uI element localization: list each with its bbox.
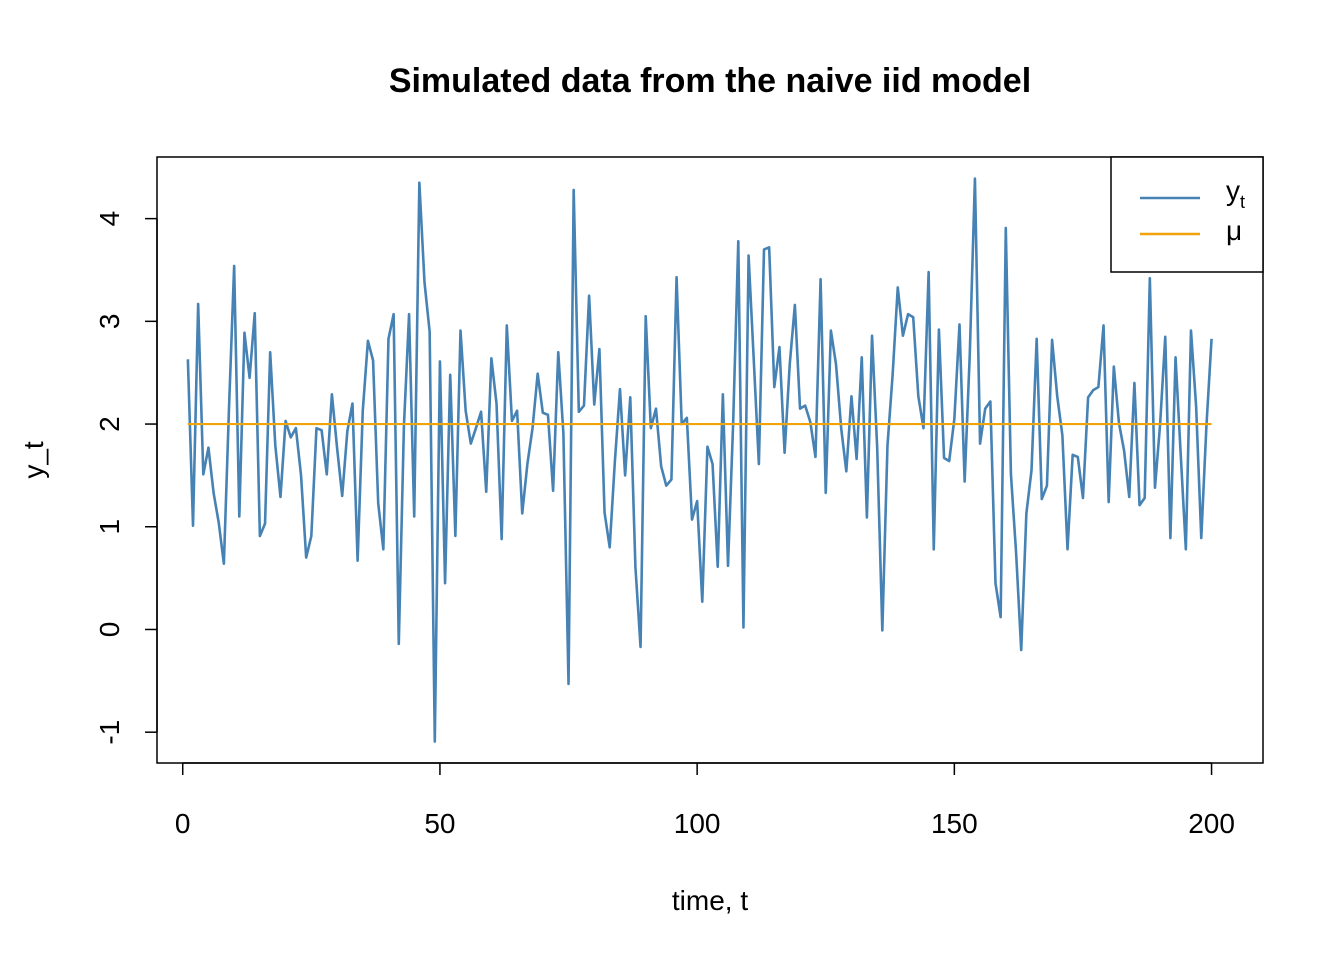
plot-lines (186, 177, 1213, 743)
y-tick-label: 0 (94, 622, 125, 638)
legend: yt μ (1110, 156, 1264, 273)
y-axis: -1 0 1 2 3 4 (94, 211, 158, 745)
legend-label-mu: μ (1226, 215, 1242, 246)
x-tick-label: 150 (931, 808, 978, 839)
y-tick-label: 3 (94, 314, 125, 330)
y-tick-label: 1 (94, 519, 125, 535)
x-tick-label: 0 (175, 808, 191, 839)
plot-frame (156, 156, 1264, 764)
y-tick-label: 4 (94, 211, 125, 227)
y-axis-label: y_t (18, 441, 49, 479)
legend-label-y: yt (1226, 175, 1245, 212)
series-y-line (186, 177, 1213, 743)
legend-box (1110, 156, 1264, 273)
y-tick-label: 2 (94, 416, 125, 432)
chart-title: Simulated data from the naive iid model (389, 62, 1031, 100)
y-tick-label: -1 (94, 720, 125, 745)
x-axis-label: time, t (672, 885, 748, 916)
x-tick-label: 200 (1188, 808, 1235, 839)
x-axis: 0 50 100 150 200 (175, 762, 1235, 839)
x-tick-label: 50 (424, 808, 455, 839)
x-tick-label: 100 (674, 808, 721, 839)
